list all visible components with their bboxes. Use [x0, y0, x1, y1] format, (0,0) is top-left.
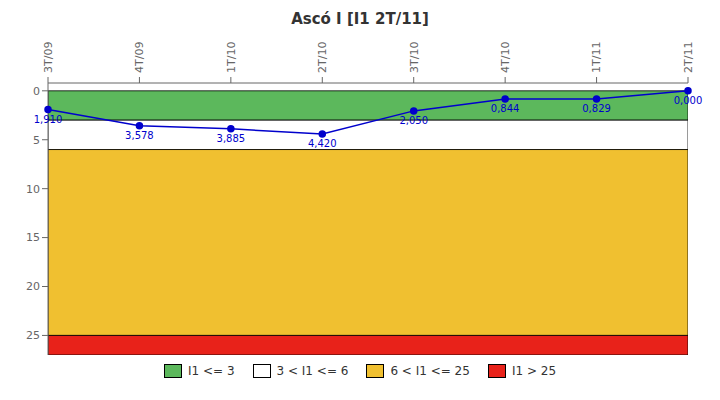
svg-text:2T/10: 2T/10	[316, 42, 329, 73]
svg-text:3,885: 3,885	[217, 133, 246, 144]
html-text:3 < I1 <= 6: 3 < I1 <= 6	[276, 364, 349, 378]
svg-text:2T/11: 2T/11	[682, 42, 695, 73]
svg-text:0,844: 0,844	[491, 103, 520, 114]
svg-text:4T/09: 4T/09	[133, 42, 146, 73]
svg-text:20: 20	[26, 280, 40, 293]
svg-text:0: 0	[33, 85, 40, 98]
svg-text:1T/10: 1T/10	[225, 42, 238, 73]
html-text:I1 <= 3: I1 <= 3	[188, 364, 235, 378]
svg-text:2,050: 2,050	[399, 115, 428, 126]
svg-text:25: 25	[26, 329, 40, 342]
svg-text:5: 5	[33, 134, 40, 147]
svg-text:3,578: 3,578	[125, 130, 154, 141]
svg-text:0,000: 0,000	[674, 95, 703, 106]
svg-text:1T/11: 1T/11	[590, 42, 603, 73]
html-text:I1 > 25: I1 > 25	[511, 364, 556, 378]
html-text:Ascó I [I1 2T/11]: Ascó I [I1 2T/11]	[291, 10, 429, 28]
svg-text:10: 10	[26, 183, 40, 196]
svg-text:0,829: 0,829	[582, 103, 611, 114]
svg-text:15: 15	[26, 231, 40, 244]
svg-text:3T/10: 3T/10	[408, 42, 421, 73]
svg-text:4,420: 4,420	[308, 138, 337, 149]
svg-text:4T/10: 4T/10	[499, 42, 512, 73]
svg-text:3T/09: 3T/09	[42, 42, 55, 73]
svg-text:1,910: 1,910	[34, 114, 63, 125]
html-text:6 < I1 <= 25: 6 < I1 <= 25	[390, 364, 470, 378]
